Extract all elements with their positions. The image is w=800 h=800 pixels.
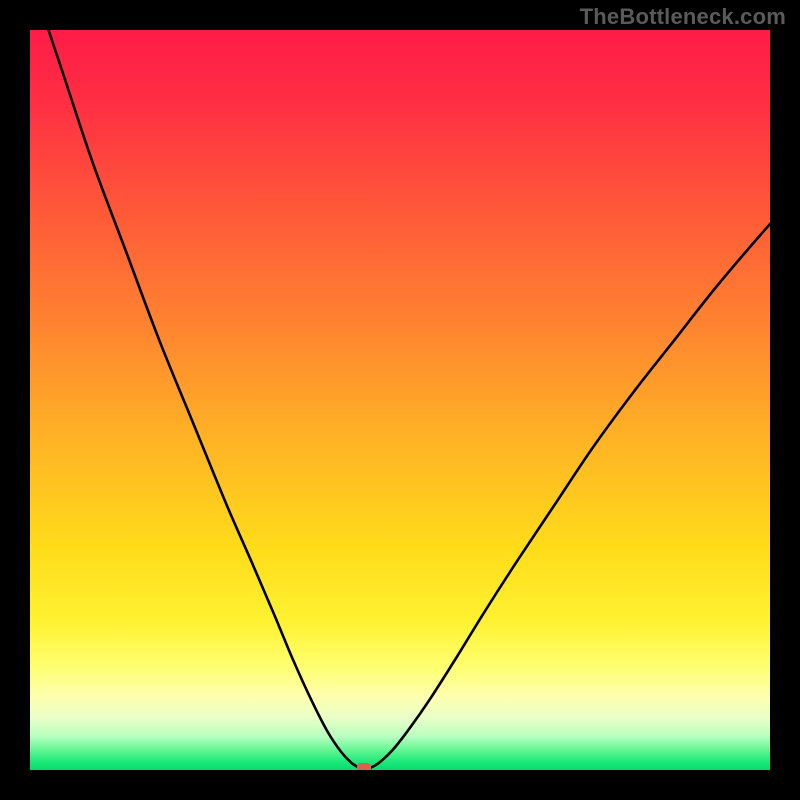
bottleneck-curve <box>30 30 770 770</box>
minimum-marker <box>357 763 371 770</box>
watermark-label: TheBottleneck.com <box>580 4 786 30</box>
plot-area <box>30 30 770 770</box>
